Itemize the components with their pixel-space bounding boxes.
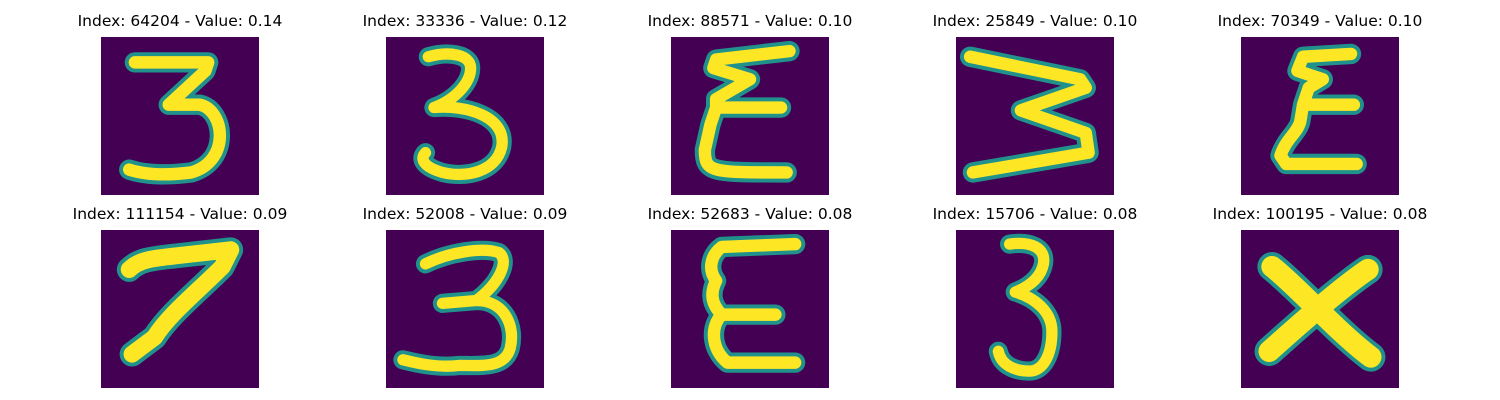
digit-image — [386, 230, 544, 388]
panel-3: Index: 25849 - Value: 0.10 — [905, 10, 1165, 195]
panel-title: Index: 52683 - Value: 0.08 — [647, 205, 853, 223]
panel-5: Index: 111154 - Value: 0.09 — [50, 203, 310, 388]
panel-title: Index: 25849 - Value: 0.10 — [932, 12, 1138, 30]
panel-title: Index: 15706 - Value: 0.08 — [932, 205, 1138, 223]
digit-image — [1241, 37, 1399, 195]
panel-title: Index: 64204 - Value: 0.14 — [77, 12, 283, 30]
panel-title: Index: 111154 - Value: 0.09 — [72, 205, 288, 223]
digit-image — [386, 37, 544, 195]
digit-image — [1241, 230, 1399, 388]
digit-image — [956, 230, 1114, 388]
panel-title: Index: 33336 - Value: 0.12 — [362, 12, 568, 30]
digit-image — [671, 230, 829, 388]
panel-title: Index: 88571 - Value: 0.10 — [647, 12, 853, 30]
panel-7: Index: 52683 - Value: 0.08 — [620, 203, 880, 388]
digit-image — [671, 37, 829, 195]
panel-0: Index: 64204 - Value: 0.14 — [50, 10, 310, 195]
panel-title: Index: 100195 - Value: 0.08 — [1212, 205, 1428, 223]
panel-9: Index: 100195 - Value: 0.08 — [1190, 203, 1450, 388]
panel-title: Index: 70349 - Value: 0.10 — [1217, 12, 1423, 30]
panel-1: Index: 33336 - Value: 0.12 — [335, 10, 595, 195]
digit-image — [956, 37, 1114, 195]
panel-4: Index: 70349 - Value: 0.10 — [1190, 10, 1450, 195]
panel-title: Index: 52008 - Value: 0.09 — [362, 205, 568, 223]
digit-image — [101, 37, 259, 195]
panel-6: Index: 52008 - Value: 0.09 — [335, 203, 595, 388]
panel-8: Index: 15706 - Value: 0.08 — [905, 203, 1165, 388]
digit-image — [101, 230, 259, 388]
panel-2: Index: 88571 - Value: 0.10 — [620, 10, 880, 195]
